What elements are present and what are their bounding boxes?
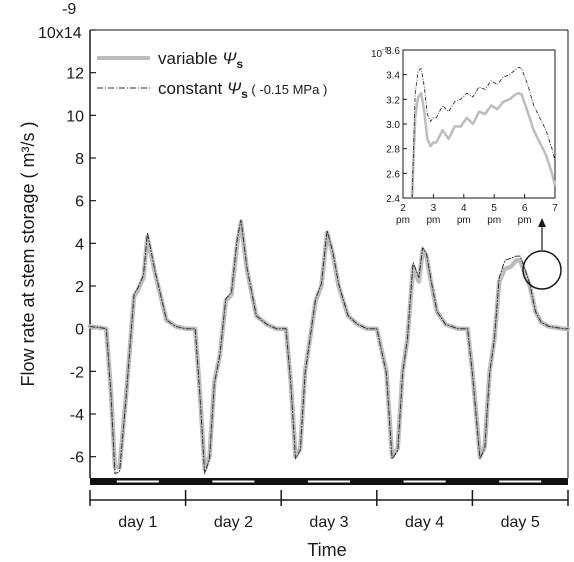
x-axis-title: Time: [307, 540, 346, 560]
inset-series-group: [410, 66, 557, 199]
main-plot-frame: [89, 29, 569, 478]
day-segment: [212, 480, 255, 483]
y-ticks: -6 -4 -2 0 2 4 6 8 10 12: [66, 29, 96, 467]
x-category-label: day 4: [405, 514, 444, 531]
inset-scale-label: 10-9: [371, 47, 388, 60]
inset-x-tick-sublabel: pm: [426, 215, 440, 226]
legend: variable Ψs constant Ψs ( -0.15 MPa ): [97, 49, 327, 101]
y-tick-label: -4: [70, 407, 84, 424]
inset-x-tick-label: 7: [552, 203, 558, 214]
inset-y-tick-label: 3.2: [386, 95, 400, 106]
inset-y-tick-label: 3.6: [386, 46, 400, 57]
y-top-tick-label: 10x14: [38, 25, 82, 42]
series-line-variable: [87, 219, 571, 472]
legend-label-variable: variable Ψs: [158, 49, 243, 71]
inset-x-tick-label: 2: [400, 203, 406, 214]
y-tick-label: 8: [75, 151, 84, 168]
y-tick-label: 12: [66, 66, 84, 83]
inset-x-tick-sublabel: pm: [487, 215, 501, 226]
inset-y-ticks: 2.4 2.6 2.8 3.0 3.2 3.4 3.6: [386, 46, 407, 205]
x-category-label: day 5: [501, 514, 540, 531]
inset-y-tick-label: 3.4: [386, 71, 400, 82]
arrow-head-icon: [538, 218, 546, 227]
x-category-label: day 2: [214, 514, 253, 531]
y-tick-label: 0: [75, 322, 84, 339]
inset-x-tick-sublabel: pm: [457, 215, 471, 226]
legend-label-constant: constant Ψs ( -0.15 MPa ): [158, 79, 327, 101]
inset-x-tick-label: 6: [522, 203, 528, 214]
y-tick-label: -6: [70, 450, 84, 467]
x-category-label: day 3: [309, 514, 348, 531]
day-segment: [307, 480, 351, 483]
inset-x-tick-label: 3: [431, 203, 437, 214]
series-line-constant: [89, 219, 569, 475]
day-segment: [403, 480, 446, 483]
inset-chart: 10-9 2.42.62.83.03.23.43.6 2pm3pm4pm5pm6…: [371, 46, 558, 226]
inset-y-tick-label: 2.6: [386, 169, 400, 180]
inset-series-constant: [411, 66, 556, 199]
inset-y-tick-label: 3.0: [386, 120, 400, 131]
inset-x-tick-sublabel: pm: [396, 215, 410, 226]
inset-y-tick-label: 2.8: [386, 145, 400, 156]
inset-series-variable: [410, 91, 557, 199]
day-segment: [116, 480, 159, 483]
day-night-bar: [90, 478, 568, 485]
x-category-label: day 1: [118, 514, 157, 531]
y-axis-title: Flow rate at stem storage ( m³/s ): [18, 121, 38, 386]
y-tick-label: 6: [75, 194, 84, 211]
day-segment: [499, 480, 542, 483]
y-tick-label: 2: [75, 279, 84, 296]
inset-x-tick-sublabel: pm: [518, 215, 532, 226]
inset-y-tick-label: 2.4: [386, 194, 400, 205]
y-tick-label: -2: [70, 364, 84, 381]
inset-frame: [402, 49, 556, 199]
x-axis: day 1 day 2 day 3 day 4 day 5: [89, 490, 569, 531]
inset-x-tick-label: 4: [461, 203, 467, 214]
main-series-group: [87, 219, 571, 475]
y-tick-label: 4: [75, 236, 84, 253]
highlight-circle: [522, 250, 562, 290]
y-scale-exponent: -9: [62, 1, 76, 18]
inset-x-tick-label: 5: [491, 203, 497, 214]
y-tick-label: 10: [66, 108, 84, 125]
